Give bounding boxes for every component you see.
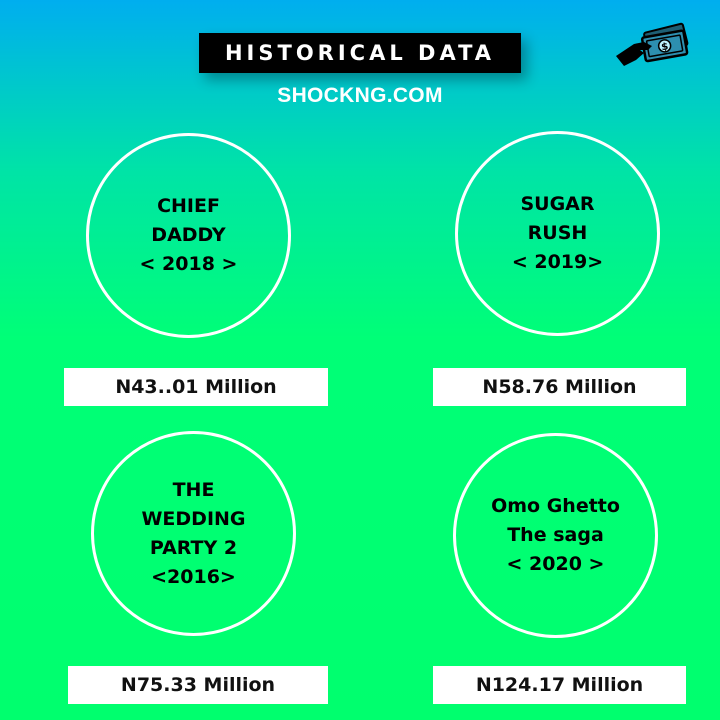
film-year: <2016>: [151, 565, 236, 588]
film-title-line: Omo Ghetto: [491, 495, 620, 517]
page-title: HISTORICAL DATA: [224, 41, 496, 65]
film-circle-omo-ghetto: Omo Ghetto The saga < 2020 >: [453, 433, 658, 638]
film-title-line: THE: [172, 478, 215, 501]
earnings-value: N58.76 Million: [482, 376, 637, 398]
earnings-value: N75.33 Million: [120, 674, 276, 696]
earnings-box: N124.17 Million: [433, 666, 686, 704]
film-year: < 2018 >: [139, 253, 238, 275]
film-circle-chief-daddy: CHIEF DADDY < 2018 >: [86, 133, 291, 338]
film-circle-sugar-rush: SUGAR RUSH < 2019>: [455, 131, 660, 336]
film-title-line: DADDY: [151, 224, 226, 246]
film-title-line: The saga: [507, 524, 604, 546]
film-title-line: WEDDING: [141, 507, 246, 530]
film-circle-wedding-party-2: THE WEDDING PARTY 2 <2016>: [91, 431, 296, 636]
film-year: < 2019>: [511, 251, 604, 273]
money-hand-icon: $: [616, 22, 689, 66]
film-title-line: RUSH: [527, 222, 588, 244]
film-year: < 2020 >: [506, 553, 605, 575]
svg-text:$: $: [661, 41, 670, 53]
film-title-line: CHIEF: [157, 195, 220, 217]
site-name: SHOCKNG.COM: [277, 84, 443, 107]
earnings-value: N43..01 Million: [115, 376, 277, 398]
title-banner: HISTORICAL DATA: [199, 33, 521, 73]
film-title-line: PARTY 2: [149, 536, 238, 559]
earnings-box: N58.76 Million: [433, 368, 686, 406]
film-title-line: SUGAR: [520, 193, 595, 215]
earnings-value: N124.17 Million: [475, 674, 644, 696]
earnings-box: N43..01 Million: [64, 368, 328, 406]
earnings-box: N75.33 Million: [68, 666, 328, 704]
